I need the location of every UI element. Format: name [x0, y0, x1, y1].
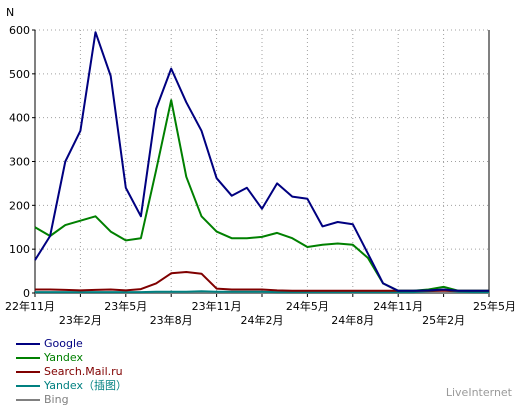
legend-item-yandex-images: Yandex（插图）	[16, 379, 127, 393]
x-tick-label: 23年8月	[150, 313, 193, 327]
legend-swatch-search-mail-ru	[16, 371, 40, 373]
x-tick-label: 24年8月	[331, 313, 374, 327]
y-tick-label: 400	[9, 112, 30, 125]
line-chart: 0 100 200 300 400 500 600 22年11月 23年2月23年5月23年8月…	[5, 6, 516, 327]
x-tick-label: 22年11月	[5, 299, 55, 313]
y-tick-label: 100	[9, 243, 30, 256]
x-tick-label: 25年5月	[473, 299, 516, 313]
legend-label-bing: Bing	[44, 393, 69, 405]
legend-label-yandex-images: Yandex（插图）	[44, 379, 127, 392]
legend-swatch-yandex-images	[16, 385, 40, 387]
legend-swatch-yandex	[16, 357, 40, 359]
legend-item-google: Google	[16, 337, 127, 351]
y-tick-label: 500	[9, 68, 30, 81]
liveinternet-credit: LiveInternet	[445, 386, 512, 399]
legend-swatch-google	[16, 343, 40, 345]
legend-label-yandex: Yandex	[44, 351, 83, 364]
series-line-google	[34, 31, 489, 292]
legend: Google Yandex Search.Mail.ru Yandex（插图） …	[16, 337, 127, 405]
y-tick-label: 600	[9, 24, 30, 37]
legend-item-search-mail-ru: Search.Mail.ru	[16, 365, 127, 379]
y-tick-label: 200	[9, 199, 30, 212]
x-tick-label: 25年2月	[422, 313, 465, 327]
legend-label-google: Google	[44, 337, 83, 350]
x-tick-label: 24年2月	[241, 313, 284, 327]
legend-item-yandex: Yandex	[16, 351, 127, 365]
x-tick-label: 24年11月	[373, 299, 423, 313]
x-tick-label: 23年5月	[104, 299, 147, 313]
legend-item-bing: Bing	[16, 393, 127, 405]
y-axis-label: N	[6, 6, 14, 19]
y-tick-label: 0	[23, 287, 30, 300]
legend-swatch-bing	[16, 399, 40, 401]
x-tick-label: 24年5月	[286, 299, 329, 313]
legend-label-search-mail-ru: Search.Mail.ru	[44, 365, 123, 378]
series-line-yandex	[35, 289, 489, 294]
y-tick-label: 300	[9, 156, 30, 169]
x-tick-label: 23年2月	[59, 313, 102, 327]
x-tick-label: 23年11月	[192, 299, 242, 313]
